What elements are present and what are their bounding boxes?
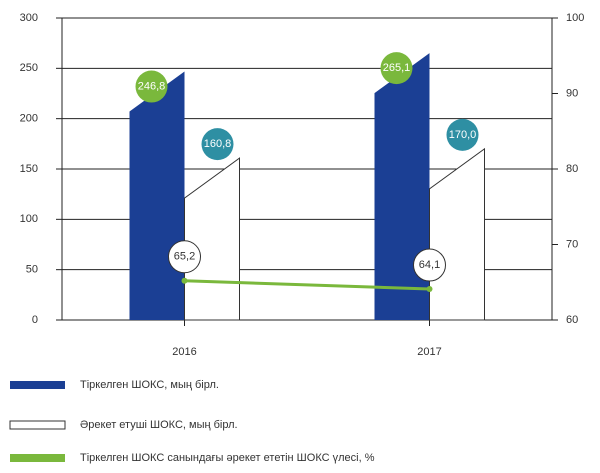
bar <box>429 147 485 321</box>
legend-label: Тіркелген ШОКС санындағы әрекет ететін Ш… <box>80 452 375 464</box>
value-label: 170,0 <box>449 129 477 141</box>
point <box>426 286 433 293</box>
y-tick-label: 300 <box>20 12 38 24</box>
value-label-bg <box>380 52 413 85</box>
value-label-bg <box>446 118 479 151</box>
legend-label: Әрекет етуші ШОКС, мың бірл. <box>80 419 238 431</box>
y-tick-label: 50 <box>26 264 38 276</box>
legend-label: Тіркелген ШОКС, мың бірл. <box>80 379 219 391</box>
value-label-bg <box>135 70 168 103</box>
value-label-bg <box>413 248 446 282</box>
y-tick-label: 250 <box>20 62 38 74</box>
value-label: 246,8 <box>138 80 166 92</box>
value-label-bg <box>201 128 234 161</box>
y2-tick-label: 70 <box>566 238 578 250</box>
y-tick-label: 0 <box>32 314 38 326</box>
legend-swatch <box>10 454 65 462</box>
point <box>181 277 188 284</box>
y2-tick-label: 80 <box>566 163 578 175</box>
y2-tick-label: 100 <box>566 12 584 24</box>
y-tick-label: 100 <box>20 213 38 225</box>
x-tick-label: 2017 <box>417 346 441 358</box>
value-label-bg <box>168 240 201 274</box>
value-label: 65,2 <box>174 251 195 263</box>
bar <box>184 157 240 321</box>
x-tick-label: 2016 <box>172 346 196 358</box>
value-label: 64,1 <box>419 259 440 271</box>
y2-tick-label: 60 <box>566 314 578 326</box>
y2-tick-label: 90 <box>566 87 578 99</box>
bar <box>374 53 430 321</box>
legend-swatch <box>10 381 65 389</box>
value-label: 265,1 <box>383 62 411 74</box>
value-label: 160,8 <box>204 138 232 150</box>
y-tick-label: 150 <box>20 163 38 175</box>
legend-swatch <box>9 420 66 430</box>
line <box>184 279 430 291</box>
bar <box>129 71 185 321</box>
y-tick-label: 200 <box>20 113 38 125</box>
